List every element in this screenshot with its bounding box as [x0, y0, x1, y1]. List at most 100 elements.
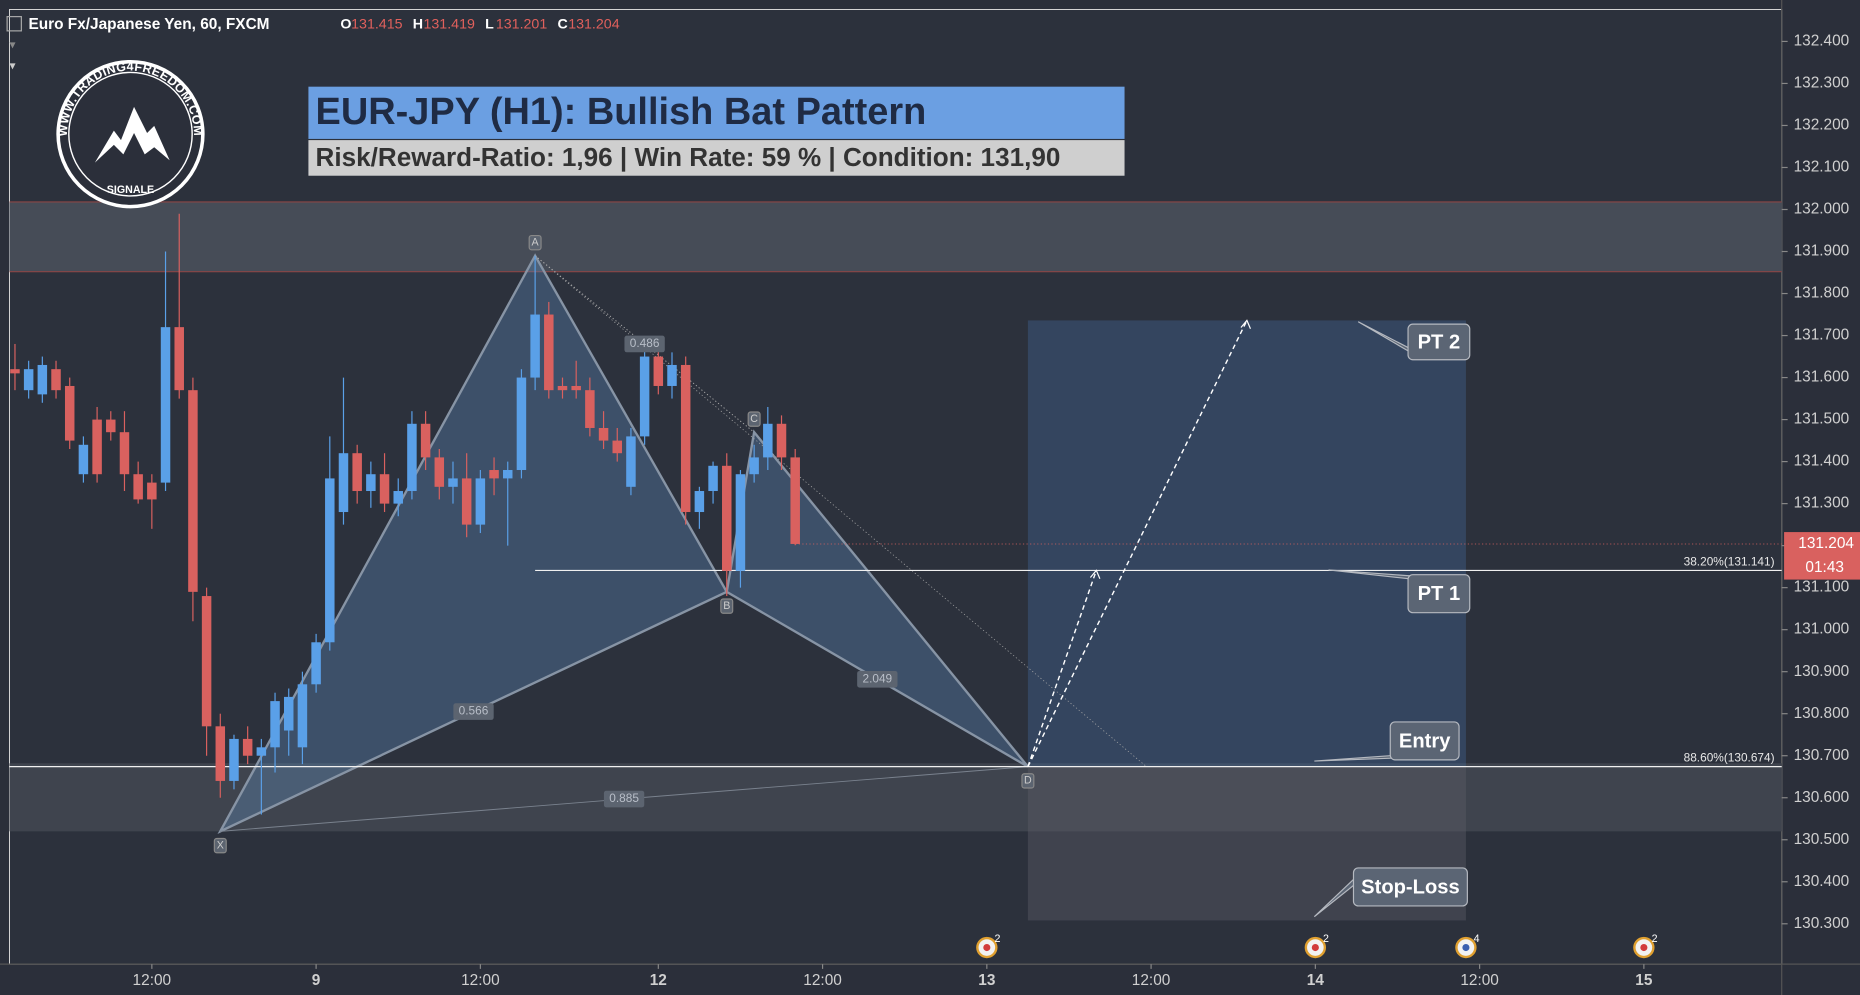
point-label: X	[217, 839, 224, 851]
x-tick-label: 12	[650, 972, 667, 989]
event-dot	[983, 943, 991, 952]
ratio-label: 2.049	[862, 671, 892, 685]
y-tick-label: 131.400	[1794, 453, 1850, 470]
y-tick-label: 131.300	[1794, 495, 1850, 512]
logo-sub: SIGNALE	[107, 184, 154, 196]
candle-body	[379, 474, 390, 504]
countdown: 01:43	[1805, 559, 1844, 576]
last-price-box	[1784, 532, 1860, 580]
event-dot	[1640, 943, 1648, 952]
point-box	[747, 411, 761, 427]
candle-body	[502, 470, 513, 479]
projection-head	[1089, 569, 1101, 579]
candle-body	[448, 478, 458, 487]
point-label: B	[723, 600, 730, 612]
candle-body	[544, 314, 554, 391]
candle-body	[694, 491, 705, 513]
y-tick-label: 131.100	[1794, 579, 1850, 596]
pattern-leg	[534, 255, 755, 433]
y-tick-label: 132.200	[1794, 117, 1850, 134]
candle-body	[626, 436, 636, 487]
point-box	[213, 837, 227, 854]
callout-pointer	[1328, 569, 1428, 581]
y-tick-label: 130.700	[1794, 747, 1850, 764]
event-count: 4	[1474, 933, 1480, 945]
ratio-box	[453, 703, 494, 720]
candle-body	[311, 642, 321, 685]
candle-body	[790, 457, 800, 544]
candle-body	[776, 423, 787, 458]
ohlc-value: 131.204	[568, 17, 620, 33]
candle-body	[352, 453, 362, 492]
candle-body	[201, 596, 212, 727]
candle-body	[530, 314, 540, 378]
icon	[6, 16, 22, 32]
callout-box	[1352, 867, 1468, 907]
candle-body	[242, 738, 253, 756]
fib-label: 88.60%(130.674)	[1684, 750, 1775, 764]
x-tick-label: 12:00	[133, 972, 172, 989]
y-tick-label: 130.900	[1794, 663, 1850, 680]
y-tick-label: 131.700	[1794, 327, 1850, 344]
y-tick-label: 132.000	[1794, 201, 1850, 218]
candle-body	[10, 369, 20, 374]
candle-body	[147, 482, 157, 500]
y-tick-label: 130.800	[1794, 705, 1850, 722]
y-tick-label: 132.300	[1794, 75, 1850, 92]
candle-body	[215, 726, 226, 781]
y-tick-label: 131.500	[1794, 411, 1850, 428]
point-box	[528, 234, 542, 251]
logo-ring	[68, 71, 193, 197]
candle-body	[325, 478, 335, 643]
y-tick-label: 131.600	[1794, 369, 1850, 386]
point-label: A	[532, 236, 540, 248]
x-tick-label: 9	[312, 972, 321, 989]
profit-area	[1027, 320, 1466, 767]
y-tick-label: 130.600	[1794, 789, 1850, 806]
candle-body	[667, 364, 677, 386]
candle-body	[23, 369, 34, 391]
callout-box	[1407, 574, 1471, 614]
point-box	[720, 598, 734, 614]
ratio-label: 0.885	[609, 791, 639, 805]
candle-body	[270, 701, 280, 748]
callout-pointer	[1314, 754, 1410, 762]
y-tick-label: 132.100	[1794, 159, 1850, 176]
x-tick-label: 13	[978, 972, 996, 989]
candle-body	[585, 390, 595, 428]
ohlc-key: C	[558, 17, 568, 33]
candle-body	[407, 423, 417, 492]
subtitle-box	[308, 140, 1125, 176]
candle-body	[393, 491, 403, 504]
candle-body	[92, 419, 102, 475]
projection-head	[1240, 319, 1252, 329]
callout-label: Entry	[1399, 730, 1451, 752]
zone	[9, 763, 1782, 832]
y-tick-label: 131.800	[1794, 285, 1850, 302]
zone	[9, 201, 1782, 272]
candle-body	[160, 327, 171, 483]
ohlc-key: O	[340, 17, 351, 33]
candle-body	[639, 356, 650, 437]
ohlc-value: 131.419	[423, 17, 475, 33]
candle-body	[489, 470, 499, 479]
ratio-box	[603, 790, 645, 808]
y-tick-label: 132.400	[1794, 33, 1850, 50]
callout-label: PT 1	[1418, 583, 1461, 605]
ratio-box	[624, 335, 665, 353]
candle-body	[366, 474, 376, 492]
candle-body	[680, 364, 691, 513]
event-dot	[1462, 943, 1470, 952]
candle-body	[763, 423, 773, 458]
candle-body	[338, 453, 349, 513]
candle-body	[735, 474, 746, 571]
last-price-label: 131.204	[1798, 535, 1854, 552]
candle-body	[119, 432, 130, 475]
candle-body	[516, 377, 527, 471]
candle-body	[749, 457, 759, 475]
callout-label: Stop-Loss	[1361, 876, 1460, 898]
x-tick-label: 14	[1307, 972, 1325, 989]
candle-body	[420, 423, 431, 458]
candle-body	[598, 427, 609, 441]
